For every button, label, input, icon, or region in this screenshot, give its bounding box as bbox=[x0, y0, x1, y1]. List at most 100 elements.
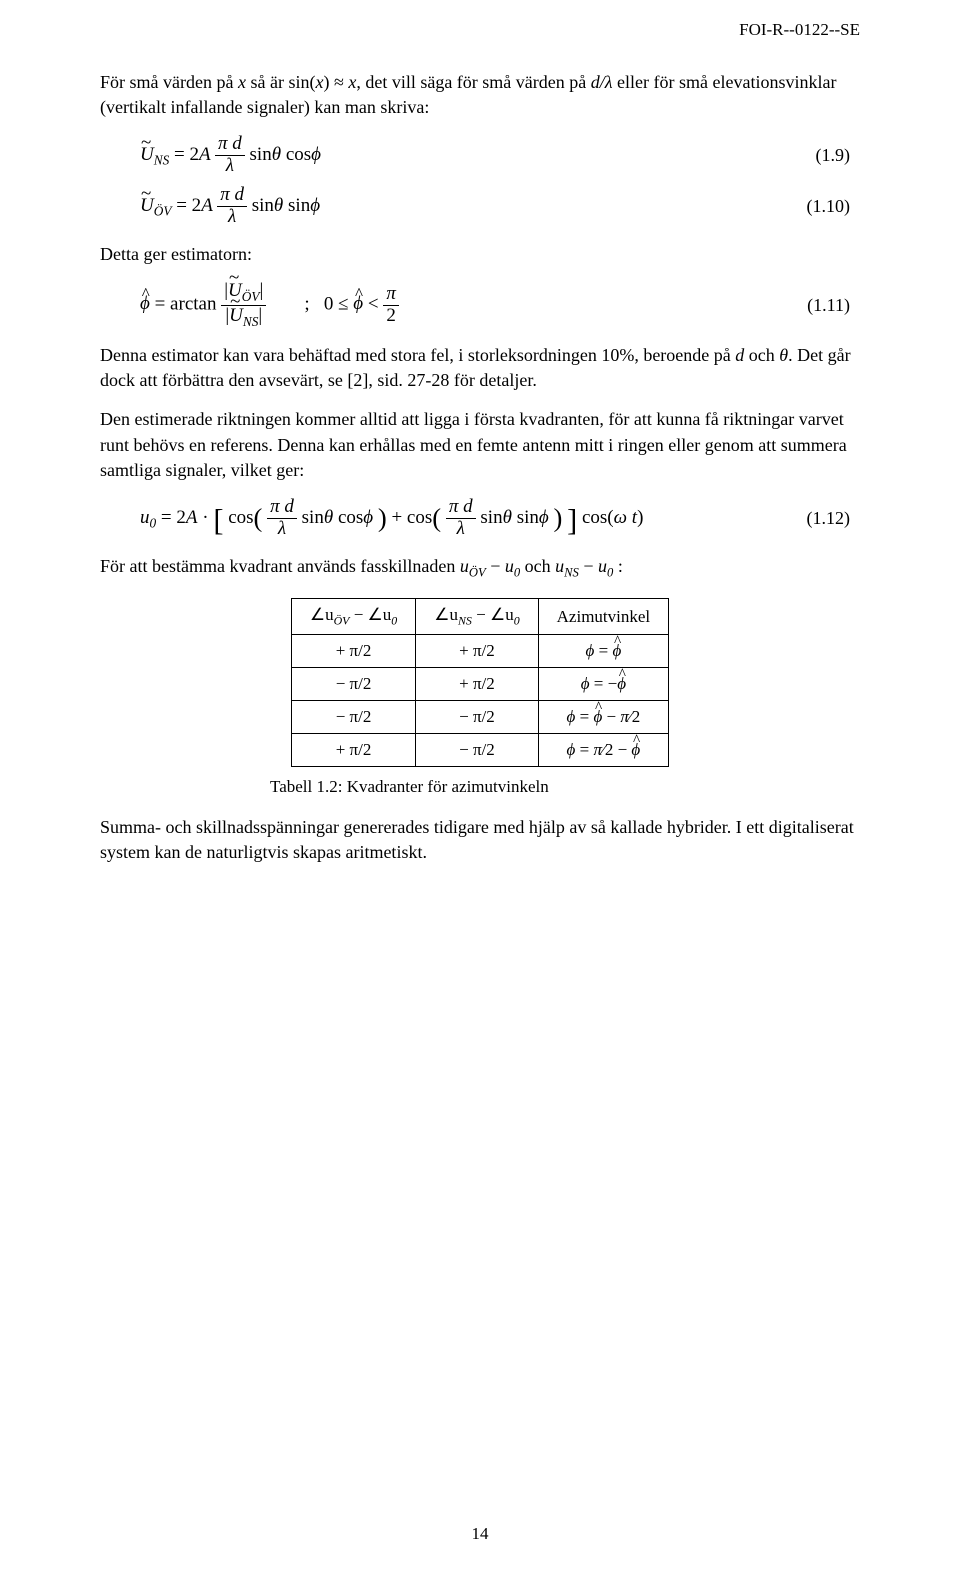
dot: · bbox=[197, 507, 213, 528]
frac: π d λ bbox=[217, 185, 247, 228]
rbracket: ] bbox=[567, 503, 577, 537]
phi-hat: ϕ bbox=[140, 293, 150, 314]
s0: 0 bbox=[514, 613, 520, 627]
text: Denna estimator kan vara behäftad med st… bbox=[100, 345, 735, 365]
phi: ϕ bbox=[567, 707, 576, 726]
text: och bbox=[744, 345, 779, 365]
U: U bbox=[229, 305, 243, 326]
U-tilde: U bbox=[140, 195, 154, 216]
sub0: 0 bbox=[150, 515, 157, 530]
u-ns: uNS bbox=[555, 556, 579, 576]
phi: ϕ bbox=[567, 740, 576, 759]
l: λ bbox=[278, 518, 286, 539]
text: För att bestämma kvadrant används fasski… bbox=[100, 556, 460, 576]
table-caption: Tabell 1.2: Kvadranter för azimutvinkeln bbox=[270, 777, 860, 797]
u: u bbox=[140, 507, 150, 528]
frac: |UÖV| |UNS| bbox=[221, 281, 266, 329]
phi-hat: ϕ bbox=[353, 293, 363, 314]
theta: θ bbox=[272, 144, 281, 165]
lambda: λ bbox=[228, 206, 236, 227]
page-container: FOI-R--0122--SE För små värden på x så ä… bbox=[0, 0, 960, 1574]
pid2: π d bbox=[449, 496, 473, 517]
frac: π 2 bbox=[383, 284, 399, 327]
phi2: ϕ bbox=[539, 507, 549, 528]
minus: − bbox=[490, 556, 505, 576]
eq-text: = arctan bbox=[155, 293, 222, 314]
equation-1-10: UÖV = 2A π d λ sinθ sinϕ (1.10) bbox=[100, 185, 860, 228]
two: 2 bbox=[605, 740, 614, 759]
paragraph-6: Summa- och skillnadsspänningar genererad… bbox=[100, 815, 860, 865]
sin: sin bbox=[302, 507, 324, 528]
b: − ∠u bbox=[472, 605, 514, 624]
table-row: − π/2 + π/2 ϕ = −ϕ bbox=[291, 668, 668, 701]
sin2: sin bbox=[283, 195, 310, 216]
paragraph-2: Detta ger estimatorn: bbox=[100, 242, 860, 267]
eq: = 2 bbox=[161, 507, 186, 528]
paragraph-5: För att bestämma kvadrant används fasski… bbox=[100, 554, 860, 582]
eq-number: (1.12) bbox=[807, 508, 861, 529]
var-A: A bbox=[201, 195, 212, 216]
cell: − π/2 bbox=[291, 701, 415, 734]
col2-header: ∠uNS − ∠u0 bbox=[416, 598, 538, 634]
rp: ) bbox=[378, 503, 387, 533]
text: ) ≈ bbox=[323, 72, 348, 92]
phihat: ϕ bbox=[617, 674, 626, 693]
pi: π d bbox=[218, 133, 242, 154]
cell: − π/2 bbox=[416, 734, 538, 767]
U-tilde: U bbox=[140, 144, 154, 165]
cell: ϕ = −ϕ bbox=[538, 668, 668, 701]
cell: − π/2 bbox=[291, 668, 415, 701]
a: ∠u bbox=[434, 605, 458, 624]
phihat: ϕ bbox=[612, 641, 621, 660]
text: så är sin( bbox=[246, 72, 315, 92]
pi: π bbox=[386, 283, 396, 304]
col1-header: ∠uÖV − ∠u0 bbox=[291, 598, 415, 634]
frac: π dλ bbox=[267, 497, 297, 540]
l2: λ bbox=[457, 518, 465, 539]
var-theta: θ bbox=[779, 345, 788, 365]
s: NS bbox=[458, 613, 472, 627]
text: och bbox=[525, 556, 556, 576]
cell: ϕ = ϕ bbox=[538, 635, 668, 668]
sub: NS bbox=[243, 313, 259, 328]
th: θ bbox=[324, 507, 333, 528]
theta: θ bbox=[274, 195, 283, 216]
u-ov: uÖV bbox=[460, 556, 486, 576]
cos: cos bbox=[281, 144, 311, 165]
lambda: λ bbox=[226, 155, 234, 176]
sub: 0 bbox=[607, 565, 613, 579]
var-x: x bbox=[238, 72, 246, 92]
u-0: u0 bbox=[505, 556, 520, 576]
phihat: ϕ bbox=[593, 707, 602, 726]
var-d: d bbox=[735, 345, 744, 365]
eq-text: = 2 bbox=[176, 195, 201, 216]
sub: ÖV bbox=[242, 289, 260, 304]
phi: ϕ bbox=[311, 144, 321, 165]
pid: π d bbox=[270, 496, 294, 517]
phihat: ϕ bbox=[631, 740, 640, 759]
cell: + π/2 bbox=[291, 635, 415, 668]
table-row: + π/2 + π/2 ϕ = ϕ bbox=[291, 635, 668, 668]
a: ∠u bbox=[310, 605, 334, 624]
paragraph-4: Den estimerade riktningen kommer alltid … bbox=[100, 407, 860, 483]
s: ÖV bbox=[334, 613, 350, 627]
cell: + π/2 bbox=[416, 668, 538, 701]
frac: π dλ bbox=[446, 497, 476, 540]
eq-body: ϕ = arctan |UÖV| |UNS| ; 0 ≤ ϕ < π 2 bbox=[100, 281, 399, 329]
azimuth-table: ∠uÖV − ∠u0 ∠uNS − ∠u0 Azimutvinkel + π/2… bbox=[291, 598, 669, 767]
u-0b: u0 bbox=[598, 556, 613, 576]
equation-1-11: ϕ = arctan |UÖV| |UNS| ; 0 ≤ ϕ < π 2 (1.… bbox=[100, 281, 860, 329]
b: − ∠u bbox=[349, 605, 391, 624]
phi: ϕ bbox=[586, 641, 595, 660]
equation-1-12: u0 = 2A · [ cos( π dλ sinθ cosϕ ) + cos(… bbox=[100, 497, 860, 540]
cos2: cos bbox=[333, 507, 363, 528]
minus: − bbox=[583, 556, 598, 576]
sep: ; 0 ≤ bbox=[271, 293, 353, 314]
two: 2 bbox=[632, 707, 641, 726]
cos3: cos( bbox=[582, 507, 614, 528]
pi-d: π d bbox=[220, 184, 244, 205]
text: : bbox=[618, 556, 623, 576]
sub: ÖV bbox=[469, 565, 486, 579]
sub: NS bbox=[564, 565, 579, 579]
lp: ( bbox=[254, 503, 263, 533]
